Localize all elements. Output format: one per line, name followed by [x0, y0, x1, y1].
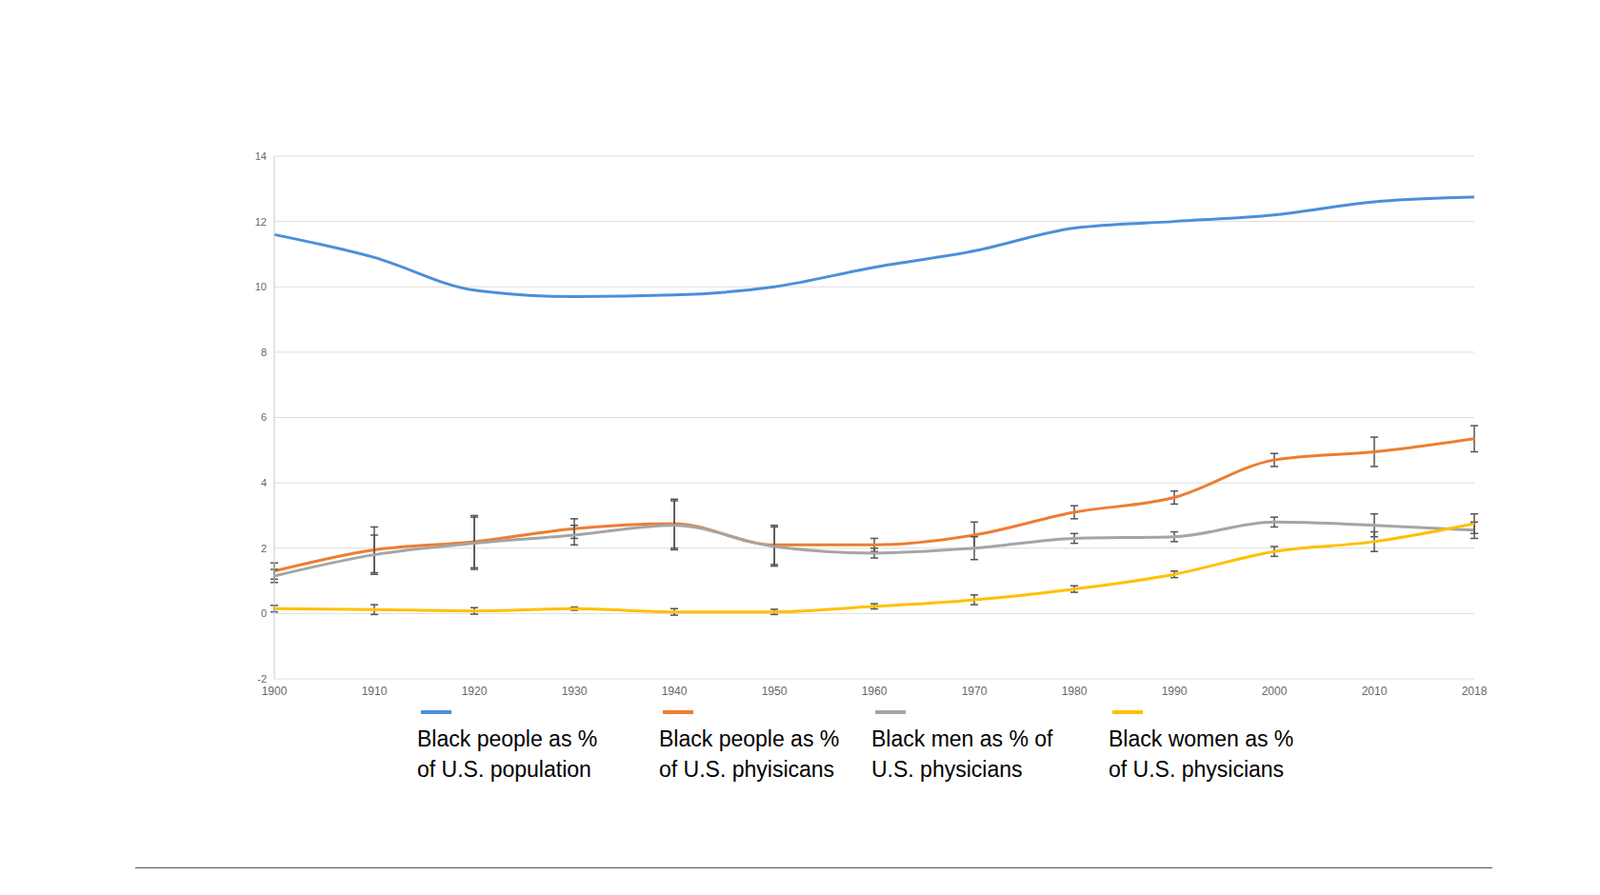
svg-text:8: 8: [260, 346, 267, 359]
svg-text:1950: 1950: [761, 684, 788, 699]
svg-text:1930: 1930: [561, 684, 588, 699]
svg-text:4: 4: [260, 477, 267, 489]
svg-text:10: 10: [255, 280, 267, 293]
svg-text:1920: 1920: [461, 684, 488, 699]
svg-text:2: 2: [260, 542, 267, 555]
svg-text:1940: 1940: [661, 684, 688, 699]
html-text:Black people as % of U.S. popu: Black people as % of U.S. population: [417, 726, 598, 782]
svg-text:2000: 2000: [1261, 684, 1288, 699]
svg-text:1960: 1960: [861, 684, 888, 699]
svg-text:2018: 2018: [1461, 684, 1488, 699]
svg-text:1990: 1990: [1161, 684, 1188, 699]
svg-text:1900: 1900: [261, 684, 288, 699]
svg-text:14: 14: [255, 150, 267, 162]
svg-text:1910: 1910: [361, 684, 388, 699]
svg-text:12: 12: [255, 216, 267, 228]
html-text:Black women as % of U.S. physi: Black women as % of U.S. physicians: [1108, 726, 1294, 782]
html-text:Black men as % of U.S. physici: Black men as % of U.S. physicians: [871, 726, 1053, 782]
svg-text:2010: 2010: [1361, 684, 1388, 699]
svg-text:-2: -2: [257, 673, 267, 685]
svg-text:0: 0: [260, 607, 267, 620]
svg-text:1970: 1970: [961, 684, 988, 699]
svg-text:1980: 1980: [1061, 684, 1088, 699]
html-text:Black people as % of U.S. phyi: Black people as % of U.S. phyisicans: [659, 726, 840, 782]
svg-text:6: 6: [260, 411, 267, 423]
